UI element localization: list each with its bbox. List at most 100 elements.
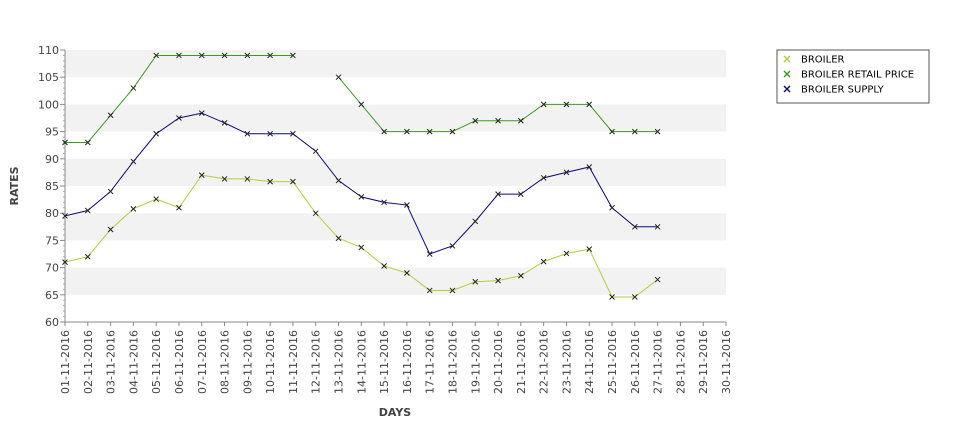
data-point [404,202,410,208]
data-point [540,101,547,108]
data-point [495,117,501,124]
data-point [335,74,342,81]
data-point [221,52,228,59]
data-point [654,223,661,230]
x-tick-label: 04-11-2016 [127,330,140,394]
x-tick-label: 12-11-2016 [310,330,323,394]
data-point [84,253,91,260]
grid-band [65,158,726,186]
data-point [358,194,365,200]
data-point [381,128,387,135]
data-point [84,207,91,214]
x-tick-label: 17-11-2016 [424,330,437,394]
data-point [335,235,342,242]
data-point [586,246,593,252]
data-point [130,85,137,91]
x-tick-label: 29-11-2016 [697,330,710,394]
data-point [244,130,251,137]
data-point [449,242,456,249]
data-point [563,250,570,257]
data-point [290,130,296,137]
data-point [518,191,524,198]
data-point [267,130,273,137]
data-point [609,128,615,135]
data-point [404,128,410,135]
x-tick-label: 01-11-2016 [59,330,72,394]
y-tick-label: 75 [45,234,59,247]
y-tick-label: 80 [45,207,59,220]
plot-background-bands [65,50,726,322]
data-point [449,128,456,135]
x-tick-label: 09-11-2016 [241,330,254,394]
data-point [290,52,296,59]
x-tick-label: 18-11-2016 [446,330,459,394]
data-point [404,270,410,276]
x-tick-label: 19-11-2016 [469,330,482,394]
legend-box [776,49,930,104]
y-tick-label: 65 [45,289,59,302]
y-tick-label: 105 [38,71,59,84]
x-tick-label: 28-11-2016 [674,330,687,394]
x-tick-label: 21-11-2016 [515,330,528,394]
data-point [381,199,387,206]
data-point [449,287,456,294]
data-point [244,52,251,59]
x-axis-ticks: 01-11-2016 02-11-2016 03-11-2016 04-11-2016… [59,322,733,394]
x-tick-label: 08-11-2016 [219,330,232,394]
data-point [244,176,251,182]
grid-band [65,267,726,295]
data-point [563,101,570,108]
y-tick-label: 100 [38,98,59,111]
x-tick-label: 27-11-2016 [652,330,665,394]
data-point [267,52,273,59]
data-point [654,128,661,135]
data-point [198,172,205,178]
legend-label: BROILER RETAIL PRICE [801,70,914,81]
data-point [221,176,228,182]
data-point [107,112,114,119]
x-tick-label: 14-11-2016 [355,330,368,394]
grid-band [65,77,726,105]
data-point [62,259,68,266]
data-point [540,258,547,265]
x-tick-label: 30-11-2016 [720,330,733,394]
legend-label: BROILER [801,55,845,66]
data-point [153,196,160,202]
data-point [563,169,570,176]
x-tick-label: 26-11-2016 [629,330,642,394]
x-tick-label: 25-11-2016 [606,330,619,394]
data-point [62,139,68,146]
data-point [609,204,615,211]
data-point [631,294,638,300]
data-point [267,178,273,185]
grid-band [65,131,726,159]
x-tick-label: 20-11-2016 [492,330,505,394]
x-tick-label: 03-11-2016 [105,330,118,394]
data-point [107,188,114,195]
y-tick-label: 70 [45,262,59,275]
data-point [130,205,137,212]
data-point [153,52,160,59]
x-tick-label: 07-11-2016 [196,330,209,394]
data-point [312,210,319,217]
data-point [586,101,593,108]
data-point [107,226,114,233]
x-tick-label: 15-11-2016 [378,330,391,394]
data-point [495,277,501,284]
x-axis-title: DAYS [379,406,412,419]
x-tick-label: 13-11-2016 [333,330,346,394]
data-point [290,178,296,185]
data-point [609,294,615,300]
x-tick-label: 23-11-2016 [560,330,573,394]
data-point [426,251,433,257]
data-point [472,278,479,285]
data-point [631,223,638,230]
grid-band [65,213,726,241]
grid-band [65,50,726,78]
x-tick-label: 05-11-2016 [150,330,163,394]
data-point [540,174,547,181]
data-point [198,110,205,116]
data-point [84,139,91,146]
data-point [176,52,182,59]
y-tick-label: 85 [45,180,59,193]
